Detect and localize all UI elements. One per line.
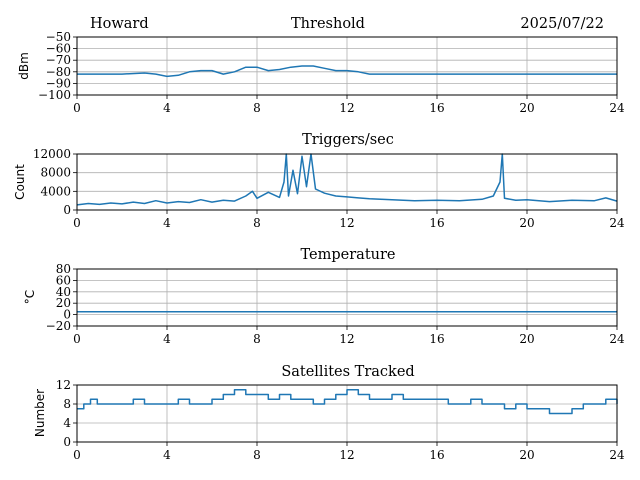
x-tick-label: 20 bbox=[519, 332, 534, 346]
x-tick-label: 4 bbox=[163, 448, 171, 462]
data-line bbox=[76, 153, 618, 206]
chart-title: Temperature bbox=[301, 247, 396, 263]
x-tick-label: 0 bbox=[73, 101, 81, 115]
chart-title: Threshold bbox=[291, 16, 365, 32]
panel-plot: 0 4 8 12 16 20 24 −100−90−80−70−60−50 bbox=[38, 30, 625, 115]
data-line bbox=[77, 389, 618, 415]
x-tick-label: 24 bbox=[609, 448, 625, 462]
y-tick-label: −90 bbox=[46, 76, 71, 90]
y-tick-label: 8000 bbox=[40, 166, 71, 180]
y-tick-label: −50 bbox=[46, 30, 71, 44]
y-tick-label: −70 bbox=[46, 53, 71, 67]
y-tick-label: 4 bbox=[63, 416, 71, 430]
x-tick-label: 4 bbox=[163, 216, 171, 230]
x-tick-label: 12 bbox=[339, 101, 354, 115]
x-tick-label: 12 bbox=[339, 448, 354, 462]
x-tick-label: 12 bbox=[339, 216, 354, 230]
y-tick-label: 8 bbox=[63, 397, 71, 411]
panel-triggers: Triggers/sec Count 0 4 8 12 16 20 24 0 4000 8000 1… bbox=[13, 132, 625, 230]
y-tick-label: −60 bbox=[46, 42, 71, 56]
y-tick-label: 80 bbox=[56, 262, 71, 276]
x-tick-label: 24 bbox=[609, 216, 625, 230]
x-tick-label: 4 bbox=[163, 101, 171, 115]
x-tick-label: 24 bbox=[609, 101, 625, 115]
x-tick-label: 8 bbox=[253, 101, 261, 115]
panel-plot: 0 4 8 12 16 20 24 0 4 8 12 bbox=[56, 378, 625, 462]
chart-title: Satellites Tracked bbox=[281, 364, 414, 380]
x-tick-label: 20 bbox=[519, 448, 534, 462]
x-tick-label: 0 bbox=[73, 332, 81, 346]
y-tick-label: 12 bbox=[56, 378, 71, 392]
station-label: Howard bbox=[90, 16, 149, 32]
chart-title: Triggers/sec bbox=[302, 132, 394, 148]
x-tick-label: 12 bbox=[339, 332, 354, 346]
y-tick-label: 0 bbox=[63, 435, 71, 449]
x-tick-label: 0 bbox=[73, 216, 81, 230]
x-tick-label: 8 bbox=[253, 216, 261, 230]
x-tick-label: 16 bbox=[429, 216, 444, 230]
y-axis-label: Number bbox=[33, 389, 47, 437]
x-tick-label: 20 bbox=[519, 216, 534, 230]
x-tick-label: 24 bbox=[609, 332, 625, 346]
panel-plot: 0 4 8 12 16 20 24 0 4000 8000 12000 bbox=[33, 147, 625, 230]
panel-threshold: Threshold dBm 0 4 8 12 16 20 24 −100−90−80−70−6… bbox=[17, 16, 625, 115]
x-tick-label: 8 bbox=[253, 448, 261, 462]
x-tick-label: 16 bbox=[429, 101, 444, 115]
y-tick-label: 40 bbox=[56, 285, 71, 299]
y-axis-label: °C bbox=[23, 290, 37, 304]
y-tick-label: −20 bbox=[46, 319, 71, 333]
y-tick-label: 0 bbox=[63, 308, 71, 322]
y-tick-label: −100 bbox=[38, 88, 71, 102]
y-tick-label: 60 bbox=[56, 273, 71, 287]
x-tick-label: 20 bbox=[519, 101, 534, 115]
x-tick-label: 16 bbox=[429, 332, 444, 346]
y-tick-label: 0 bbox=[63, 203, 71, 217]
y-tick-label: 4000 bbox=[40, 184, 71, 198]
date-label: 2025/07/22 bbox=[520, 16, 604, 32]
x-tick-label: 8 bbox=[253, 332, 261, 346]
x-tick-label: 16 bbox=[429, 448, 444, 462]
panel-satellites: Satellites Tracked Number 0 4 8 12 16 20 24 0 4 8… bbox=[33, 364, 625, 462]
y-axis-label: Count bbox=[13, 164, 27, 200]
x-tick-label: 0 bbox=[73, 448, 81, 462]
y-axis-label: dBm bbox=[17, 52, 31, 80]
y-tick-label: −80 bbox=[46, 65, 71, 79]
y-tick-label: 20 bbox=[56, 296, 71, 310]
x-tick-label: 4 bbox=[163, 332, 171, 346]
data-line bbox=[77, 65, 617, 78]
y-tick-label: 12000 bbox=[33, 147, 71, 161]
